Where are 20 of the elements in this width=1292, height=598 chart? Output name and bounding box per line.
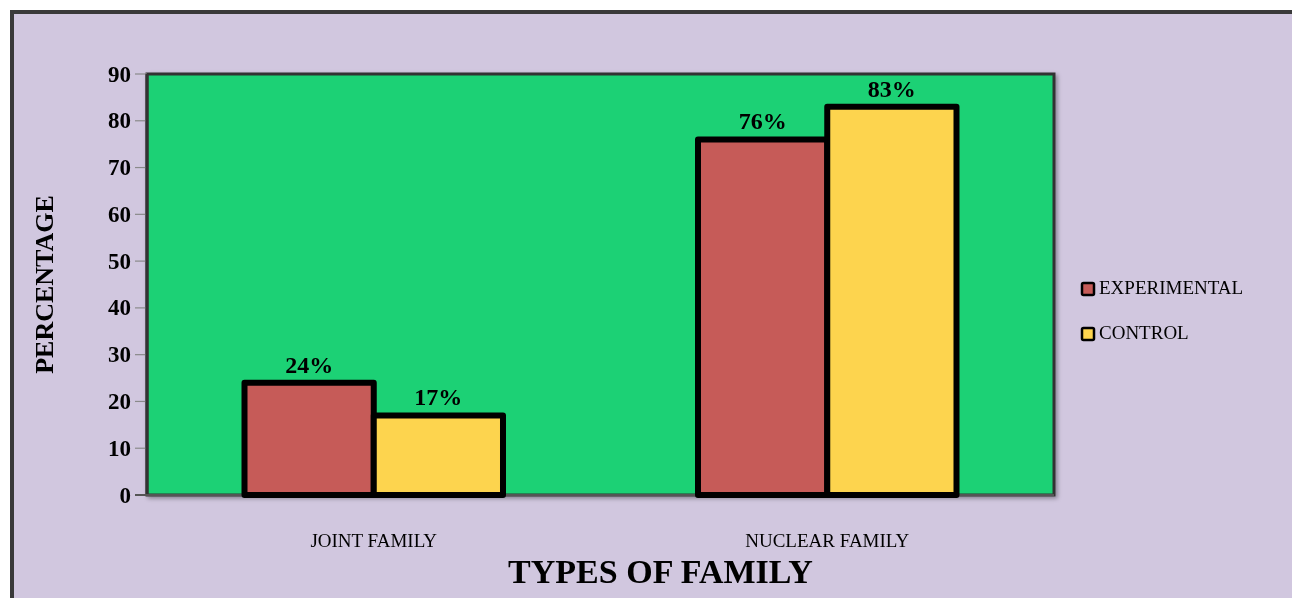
y-tick-label: 30 bbox=[108, 342, 131, 368]
data-label: 76% bbox=[738, 108, 787, 135]
data-label: 83% bbox=[867, 75, 916, 102]
y-tick-label: 60 bbox=[108, 201, 131, 227]
y-tick-label: 40 bbox=[108, 295, 131, 321]
x-tick-label: NUCLEAR FAMILY bbox=[745, 529, 910, 551]
x-tick-label: JOINT FAMILY bbox=[310, 529, 438, 551]
y-tick-label: 50 bbox=[108, 248, 131, 274]
y-tick-label: 20 bbox=[108, 388, 131, 414]
y-tick-label: 70 bbox=[108, 155, 131, 181]
data-label: 24% bbox=[285, 351, 334, 378]
legend-label: CONTROL bbox=[1099, 322, 1189, 344]
data-label: 17% bbox=[414, 384, 463, 411]
y-tick-label: 10 bbox=[108, 435, 131, 461]
legend-label: EXPERIMENTAL bbox=[1099, 277, 1244, 299]
y-tick-label: 90 bbox=[108, 61, 131, 87]
y-axis-title: PERCENTAGE bbox=[29, 195, 59, 374]
y-tick-label: 0 bbox=[119, 482, 131, 508]
y-tick-label: 80 bbox=[108, 108, 131, 134]
x-axis-title: TYPES OF FAMILY bbox=[508, 552, 813, 590]
